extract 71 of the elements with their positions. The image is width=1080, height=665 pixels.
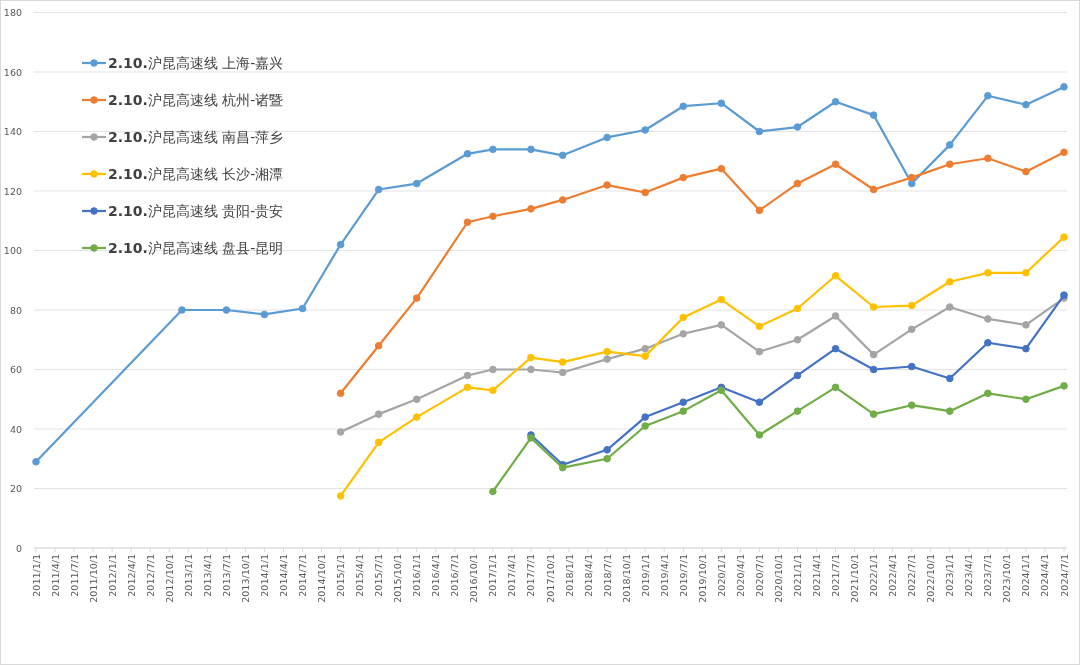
x-tick-label: 2022/4/1	[887, 554, 899, 597]
x-tick-label: 2014/7/1	[297, 554, 309, 597]
x-tick-label: 2024/7/1	[1058, 554, 1070, 597]
x-tick-label: 2011/7/1	[68, 554, 80, 597]
x-tick-label: 2017/10/1	[544, 554, 556, 603]
x-tick-label: 2016/4/1	[430, 554, 442, 597]
x-tick-label: 2013/10/1	[239, 554, 251, 603]
x-tick-label: 2023/1/1	[944, 554, 956, 597]
x-tick-label: 2011/1/1	[30, 554, 42, 597]
x-tick-label: 2014/1/1	[258, 554, 270, 597]
x-tick-label: 2016/1/1	[411, 554, 423, 597]
x-tick-label: 2021/1/1	[791, 554, 803, 597]
x-tick-label: 2020/10/1	[772, 554, 784, 603]
y-tick-label: 0	[15, 542, 22, 554]
legend-label: 2.10.沪昆高速线 盘县-昆明	[108, 240, 284, 256]
x-tick-label: 2018/7/1	[601, 554, 613, 597]
x-tick-label: 2017/4/1	[506, 554, 518, 597]
x-tick-label: 2024/1/1	[1020, 554, 1032, 597]
x-tick-label: 2021/7/1	[830, 554, 842, 597]
x-tick-label: 2018/1/1	[563, 554, 575, 597]
x-tick-label: 2020/1/1	[715, 554, 727, 597]
x-tick-label: 2013/1/1	[182, 554, 194, 597]
x-tick-label: 2017/7/1	[525, 554, 537, 597]
y-tick-label: 140	[3, 126, 22, 137]
y-tick-label: 60	[9, 364, 22, 375]
x-tick-label: 2013/4/1	[201, 554, 213, 597]
x-tick-label: 2014/10/1	[316, 554, 328, 603]
x-tick-label: 2015/10/1	[392, 554, 404, 603]
x-tick-label: 2018/10/1	[620, 554, 632, 603]
x-tick-label: 2012/1/1	[106, 554, 118, 597]
x-tick-label: 2014/4/1	[277, 554, 289, 597]
x-tick-label: 2016/10/1	[468, 554, 480, 603]
legend-label: 2.10.沪昆高速线 上海-嘉兴	[108, 55, 284, 71]
x-tick-label: 2019/7/1	[677, 554, 689, 597]
y-tick-label: 40	[9, 423, 22, 435]
x-tick-label: 2024/4/1	[1039, 554, 1051, 597]
x-tick-label: 2023/7/1	[982, 554, 994, 597]
y-tick-label: 160	[3, 66, 22, 78]
x-tick-label: 2012/10/1	[163, 554, 175, 603]
x-tick-label: 2011/4/1	[49, 554, 61, 597]
x-tick-label: 2022/10/1	[925, 554, 937, 603]
x-tick-label: 2021/10/1	[849, 554, 861, 603]
y-tick-label: 80	[9, 304, 22, 316]
x-tick-label: 2015/4/1	[354, 554, 366, 597]
x-tick-label: 2015/1/1	[335, 554, 347, 597]
x-tick-label: 2020/4/1	[734, 554, 746, 597]
y-tick-label: 100	[3, 245, 22, 256]
x-tick-label: 2013/7/1	[220, 554, 232, 597]
x-tick-label: 2016/7/1	[449, 554, 461, 597]
x-tick-label: 2017/1/1	[487, 554, 499, 597]
x-tick-label: 2023/4/1	[963, 554, 975, 597]
x-tick-label: 2011/10/1	[87, 554, 99, 603]
x-tick-label: 2012/7/1	[144, 554, 156, 597]
legend-label: 2.10.沪昆高速线 贵阳-贵安	[108, 203, 284, 219]
x-tick-label: 2018/4/1	[582, 554, 594, 597]
x-tick-label: 2019/10/1	[696, 554, 708, 603]
legend-label: 2.10.沪昆高速线 杭州-诸暨	[108, 92, 284, 108]
x-tick-label: 2022/7/1	[906, 554, 918, 597]
x-tick-label: 2021/4/1	[811, 554, 823, 597]
legend-label: 2.10.沪昆高速线 南昌-萍乡	[108, 129, 284, 145]
x-tick-label: 2012/4/1	[125, 554, 137, 597]
x-tick-label: 2015/7/1	[373, 554, 385, 597]
x-tick-label: 2022/1/1	[868, 554, 880, 597]
y-tick-label: 20	[9, 483, 22, 494]
y-tick-label: 180	[3, 7, 22, 18]
x-tick-label: 2019/4/1	[658, 554, 670, 597]
x-tick-label: 2023/10/1	[1001, 554, 1013, 603]
legend-label: 2.10.沪昆高速线 长沙-湘潭	[108, 166, 284, 182]
x-tick-label: 2019/1/1	[639, 554, 651, 597]
x-tick-label: 2020/7/1	[753, 554, 765, 597]
y-tick-label: 120	[3, 185, 22, 197]
